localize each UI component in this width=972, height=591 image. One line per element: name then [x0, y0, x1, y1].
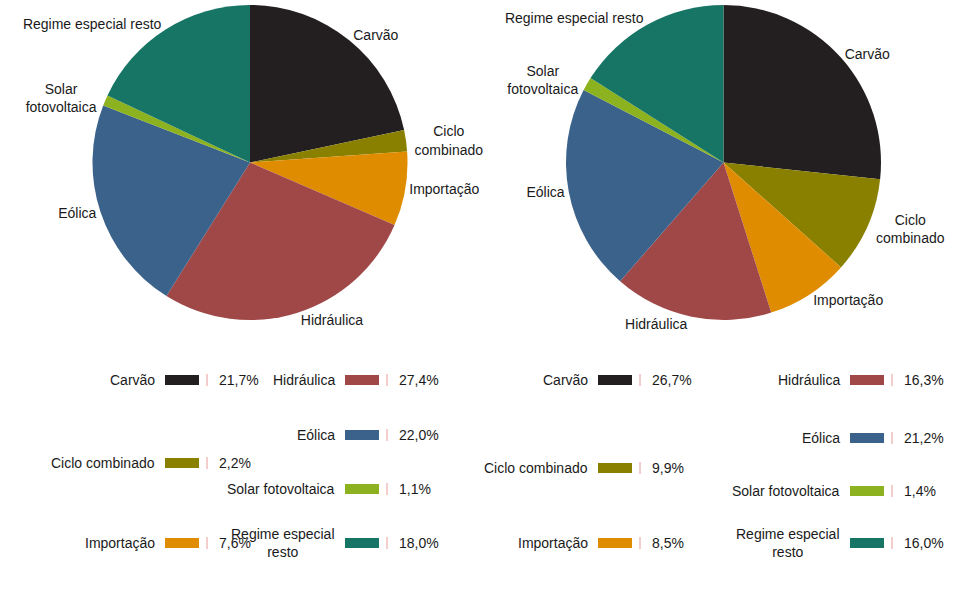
svg-text:Importação: Importação	[409, 181, 479, 197]
svg-text:1,4%: 1,4%	[904, 483, 936, 499]
svg-text:Regime especial resto: Regime especial resto	[505, 10, 644, 26]
svg-text:8,5%: 8,5%	[652, 535, 684, 551]
svg-text:Hidráulica: Hidráulica	[778, 372, 840, 388]
svg-text:Ciclocombinado: Ciclocombinado	[876, 212, 945, 246]
svg-text:16,0%: 16,0%	[904, 535, 944, 551]
svg-text:Carvão: Carvão	[543, 372, 588, 388]
svg-text:Importação: Importação	[518, 535, 588, 551]
svg-text:Carvão: Carvão	[845, 46, 890, 62]
svg-text:21,7%: 21,7%	[219, 372, 259, 388]
svg-text:Solarfotovoltaica: Solarfotovoltaica	[507, 63, 578, 97]
svg-text:Eólica: Eólica	[802, 430, 840, 446]
svg-text:27,4%: 27,4%	[399, 372, 439, 388]
svg-text:7,6%: 7,6%	[219, 535, 251, 551]
svg-text:Eólica: Eólica	[58, 205, 96, 221]
svg-text:Solar fotovoltaica: Solar fotovoltaica	[227, 481, 335, 497]
svg-text:1,1%: 1,1%	[399, 481, 431, 497]
svg-text:16,3%: 16,3%	[904, 372, 944, 388]
svg-text:Regime especialresto: Regime especialresto	[736, 526, 840, 560]
svg-text:26,7%: 26,7%	[652, 372, 692, 388]
svg-text:Eólica: Eólica	[526, 184, 564, 200]
svg-text:Hidráulica: Hidráulica	[625, 316, 687, 332]
svg-text:Ciclo combinado: Ciclo combinado	[484, 460, 588, 476]
svg-text:9,9%: 9,9%	[652, 460, 684, 476]
svg-text:18,0%: 18,0%	[399, 535, 439, 551]
svg-text:22,0%: 22,0%	[399, 427, 439, 443]
svg-text:Solarfotovoltaica: Solarfotovoltaica	[26, 81, 97, 115]
svg-text:Hidráulica: Hidráulica	[301, 312, 363, 328]
svg-text:Ciclo combinado: Ciclo combinado	[51, 455, 155, 471]
svg-text:Importação: Importação	[85, 535, 155, 551]
svg-text:Eólica: Eólica	[297, 427, 335, 443]
svg-text:Hidráulica: Hidráulica	[273, 372, 335, 388]
svg-text:Carvão: Carvão	[110, 372, 155, 388]
svg-text:Carvão: Carvão	[353, 27, 398, 43]
svg-text:Ciclocombinado: Ciclocombinado	[415, 123, 484, 157]
svg-text:21,2%: 21,2%	[904, 430, 944, 446]
svg-text:Regime especialresto: Regime especialresto	[231, 526, 335, 560]
svg-text:Importação: Importação	[813, 292, 883, 308]
svg-text:Solar fotovoltaica: Solar fotovoltaica	[732, 483, 840, 499]
svg-text:Regime especial resto: Regime especial resto	[23, 16, 162, 32]
svg-text:2,2%: 2,2%	[219, 455, 251, 471]
